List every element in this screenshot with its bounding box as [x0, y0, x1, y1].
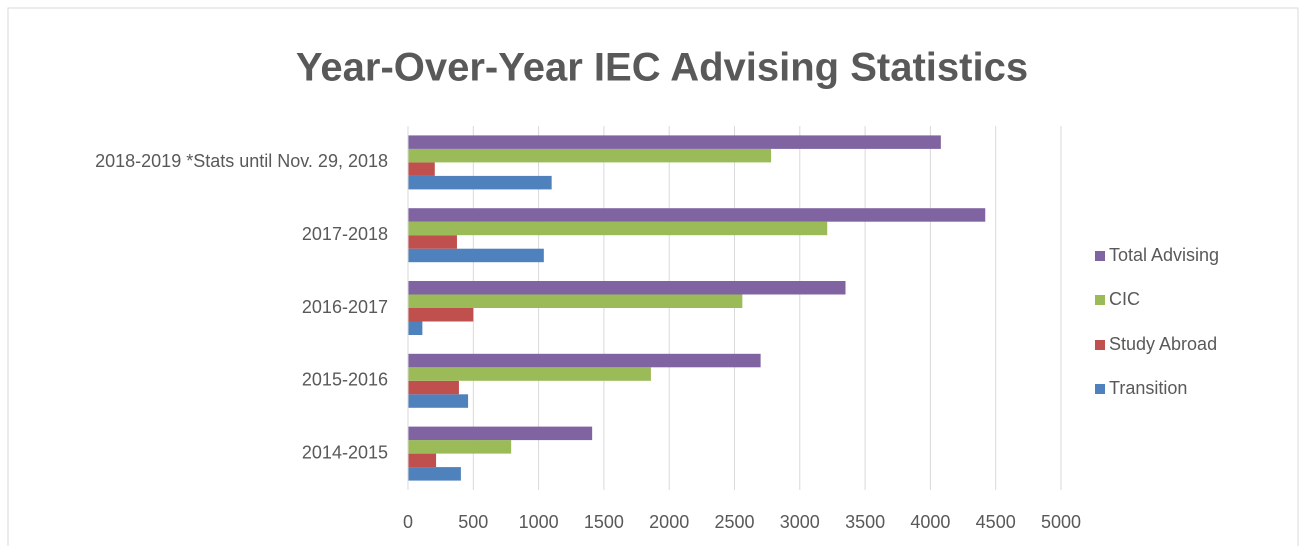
x-tick-label: 5000	[1041, 512, 1081, 532]
y-tick-label: 2017-2018	[302, 224, 388, 244]
bar	[408, 248, 544, 263]
bar	[408, 221, 828, 236]
bar	[408, 281, 846, 295]
bar	[408, 294, 743, 308]
legend-label: Total Advising	[1109, 245, 1219, 265]
chart-title: Year-Over-Year IEC Advising Statistics	[296, 46, 1028, 90]
bar	[408, 426, 593, 441]
legend-label: Study Abroad	[1109, 334, 1217, 354]
y-tick-label: 2018-2019 *Stats until Nov. 29, 2018	[95, 151, 388, 171]
legend-swatch	[1095, 251, 1105, 261]
bar	[408, 308, 474, 322]
x-tick-label: 3000	[780, 512, 820, 532]
legend-swatch	[1095, 384, 1105, 394]
x-tick-label: 3500	[845, 512, 885, 532]
x-tick-label: 2000	[649, 512, 689, 532]
x-tick-label: 2500	[714, 512, 754, 532]
bar	[408, 208, 986, 222]
bar	[408, 394, 469, 408]
y-tick-label: 2015-2016	[302, 370, 388, 390]
bar	[408, 321, 423, 335]
bar	[408, 148, 772, 163]
x-tick-label: 4500	[976, 512, 1016, 532]
bar	[408, 467, 461, 481]
legend-label: Transition	[1109, 378, 1187, 398]
legend-label: CIC	[1109, 289, 1140, 309]
y-tick-label: 2016-2017	[302, 297, 388, 317]
bar	[408, 135, 941, 149]
x-tick-label: 500	[458, 512, 488, 532]
x-tick-label: 0	[403, 512, 413, 532]
x-tick-label: 1000	[519, 512, 559, 532]
bar	[408, 175, 552, 190]
legend-swatch	[1095, 295, 1105, 305]
bar	[408, 380, 459, 395]
bar	[408, 440, 512, 454]
bar	[408, 235, 457, 249]
bar	[408, 162, 435, 176]
x-tick-label: 1500	[584, 512, 624, 532]
chart-border	[7, 7, 1299, 546]
bar	[408, 353, 761, 368]
bar	[408, 453, 437, 468]
y-tick-label: 2014-2015	[302, 442, 388, 462]
x-tick-label: 4000	[910, 512, 950, 532]
legend-swatch	[1095, 340, 1105, 350]
bar	[408, 367, 651, 381]
